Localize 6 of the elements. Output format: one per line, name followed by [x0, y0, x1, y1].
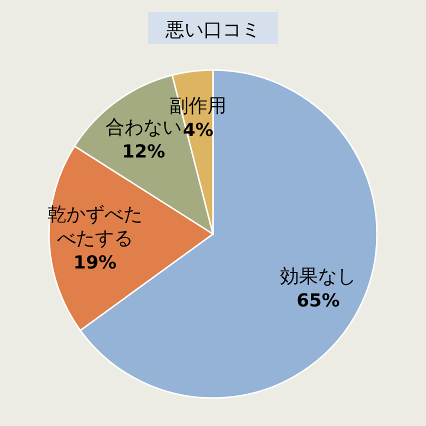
chart-title: 悪い口コミ [164, 19, 260, 41]
data-label: 12% [122, 141, 166, 162]
slice-label: 効果なし [280, 266, 356, 288]
slice-label: 合わない [106, 116, 182, 138]
data-label: 65% [296, 290, 340, 312]
data-label: 19% [73, 252, 117, 274]
